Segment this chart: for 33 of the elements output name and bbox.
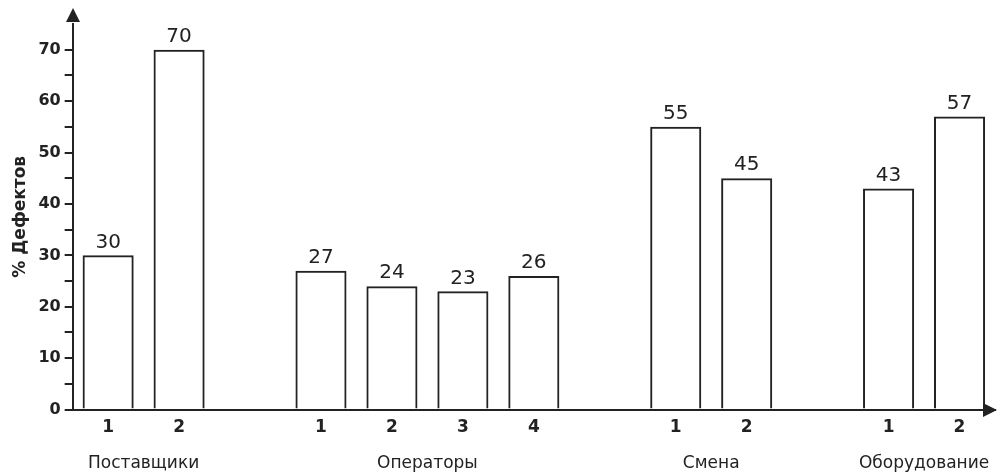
y-tick-label: 20 [38, 295, 61, 315]
y-tick-label: 40 [38, 193, 61, 213]
data-label: 55 [663, 100, 689, 125]
x-tick-label: 2 [386, 416, 398, 437]
y-tick-label: 0 [49, 398, 61, 418]
y-axis-title: % Дефектов [8, 155, 29, 278]
y-tick-label: 10 [38, 347, 61, 367]
text: Операторы [377, 451, 478, 472]
x-tick-label: 2 [953, 416, 966, 437]
data-label: 43 [875, 161, 902, 186]
text: Оборудование [858, 451, 990, 472]
x-tick-label: 3 [456, 416, 469, 437]
data-label: 27 [308, 243, 334, 268]
text: Смена [682, 451, 740, 472]
data-label: 23 [450, 264, 476, 289]
data-label: 30 [95, 228, 121, 253]
data-label: 57 [946, 89, 973, 114]
y-tick-label: 60 [38, 90, 61, 110]
y-tick-label: 50 [38, 141, 61, 161]
data-label: 70 [166, 22, 192, 47]
x-tick-label: 1 [315, 416, 327, 437]
y-tick-label: 30 [38, 244, 61, 264]
y-tick-label: 70 [38, 38, 61, 58]
x-tick-label: 1 [669, 416, 682, 437]
x-tick-label: 4 [527, 416, 540, 437]
data-label: 26 [521, 249, 547, 274]
x-tick-label: 1 [882, 416, 895, 437]
data-label: 45 [733, 151, 760, 176]
text: Поставщики [87, 451, 200, 472]
data-label: 24 [379, 259, 405, 284]
x-tick-label: 2 [740, 416, 753, 437]
x-tick-label: 2 [173, 416, 186, 437]
x-tick-label: 1 [102, 416, 115, 437]
